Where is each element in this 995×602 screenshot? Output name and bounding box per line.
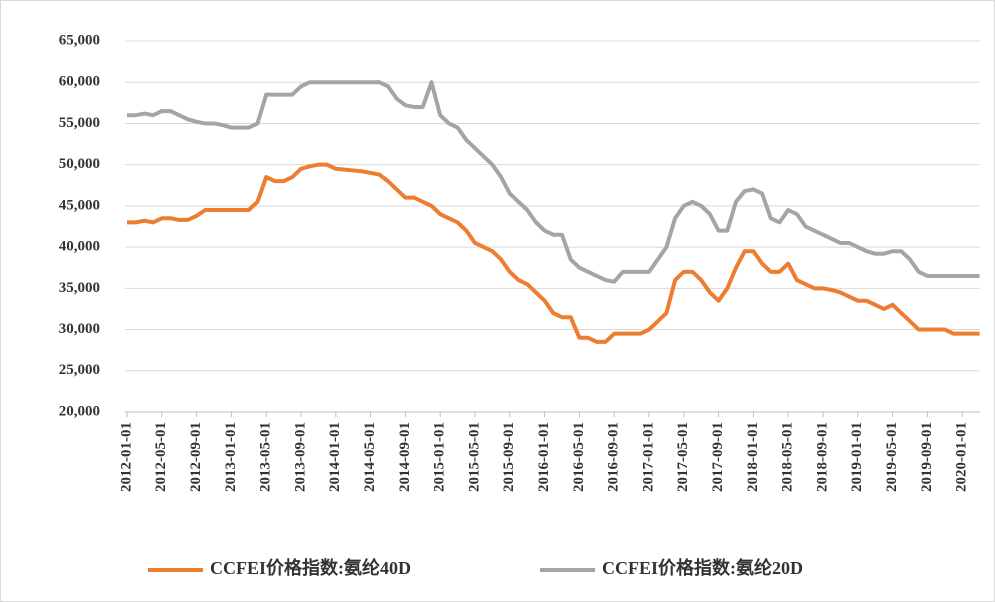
x-tick-label: 2018-05-01 [780,422,796,492]
x-tick-label: 2017-09-01 [710,422,726,492]
x-tick-label: 2018-09-01 [814,422,830,492]
x-tick-label: 2016-05-01 [571,422,587,492]
x-tick-label: 2012-09-01 [188,422,204,492]
y-tick-label: 20,000 [59,403,100,419]
legend-label: CCFEI价格指数:氨纶20D [602,557,803,578]
series-line [127,162,980,344]
x-tick-label: 2014-09-01 [397,422,413,492]
y-tick-label: 35,000 [59,280,100,296]
x-tick-label: 2018-01-01 [745,422,761,492]
y-tick-label: 45,000 [59,197,100,213]
x-tick-label: 2014-01-01 [327,422,343,492]
x-tick-label: 2017-05-01 [675,422,691,492]
legend-label: CCFEI价格指数:氨纶40D [210,557,411,578]
y-tick-label: 40,000 [59,239,100,255]
y-tick-label: 50,000 [59,156,100,172]
x-tick-label: 2019-09-01 [919,422,935,492]
x-tick-label: 2016-09-01 [606,422,622,492]
x-tick-label: 2012-05-01 [153,422,169,492]
y-tick-label: 30,000 [59,321,100,337]
y-tick-label: 55,000 [59,115,100,131]
x-tick-label: 2014-05-01 [362,422,378,492]
x-tick-label: 2012-01-01 [118,422,134,492]
x-tick-label: 2015-05-01 [466,422,482,492]
x-tick-label: 2019-01-01 [849,422,865,492]
x-tick-label: 2013-09-01 [292,422,308,492]
x-tick-label: 2013-01-01 [223,422,239,492]
x-tick-label: 2015-01-01 [432,422,448,492]
y-tick-label: 65,000 [59,32,100,48]
x-tick-label: 2017-01-01 [640,422,656,492]
x-tick-label: 2013-05-01 [258,422,274,492]
x-tick-label: 2019-05-01 [884,422,900,492]
y-tick-label: 60,000 [59,74,100,90]
x-tick-label: 2016-01-01 [536,422,552,492]
x-tick-label: 2020-01-01 [954,422,970,492]
x-tick-label: 2015-09-01 [501,422,517,492]
y-tick-label: 25,000 [59,362,100,378]
series-line [127,80,980,284]
